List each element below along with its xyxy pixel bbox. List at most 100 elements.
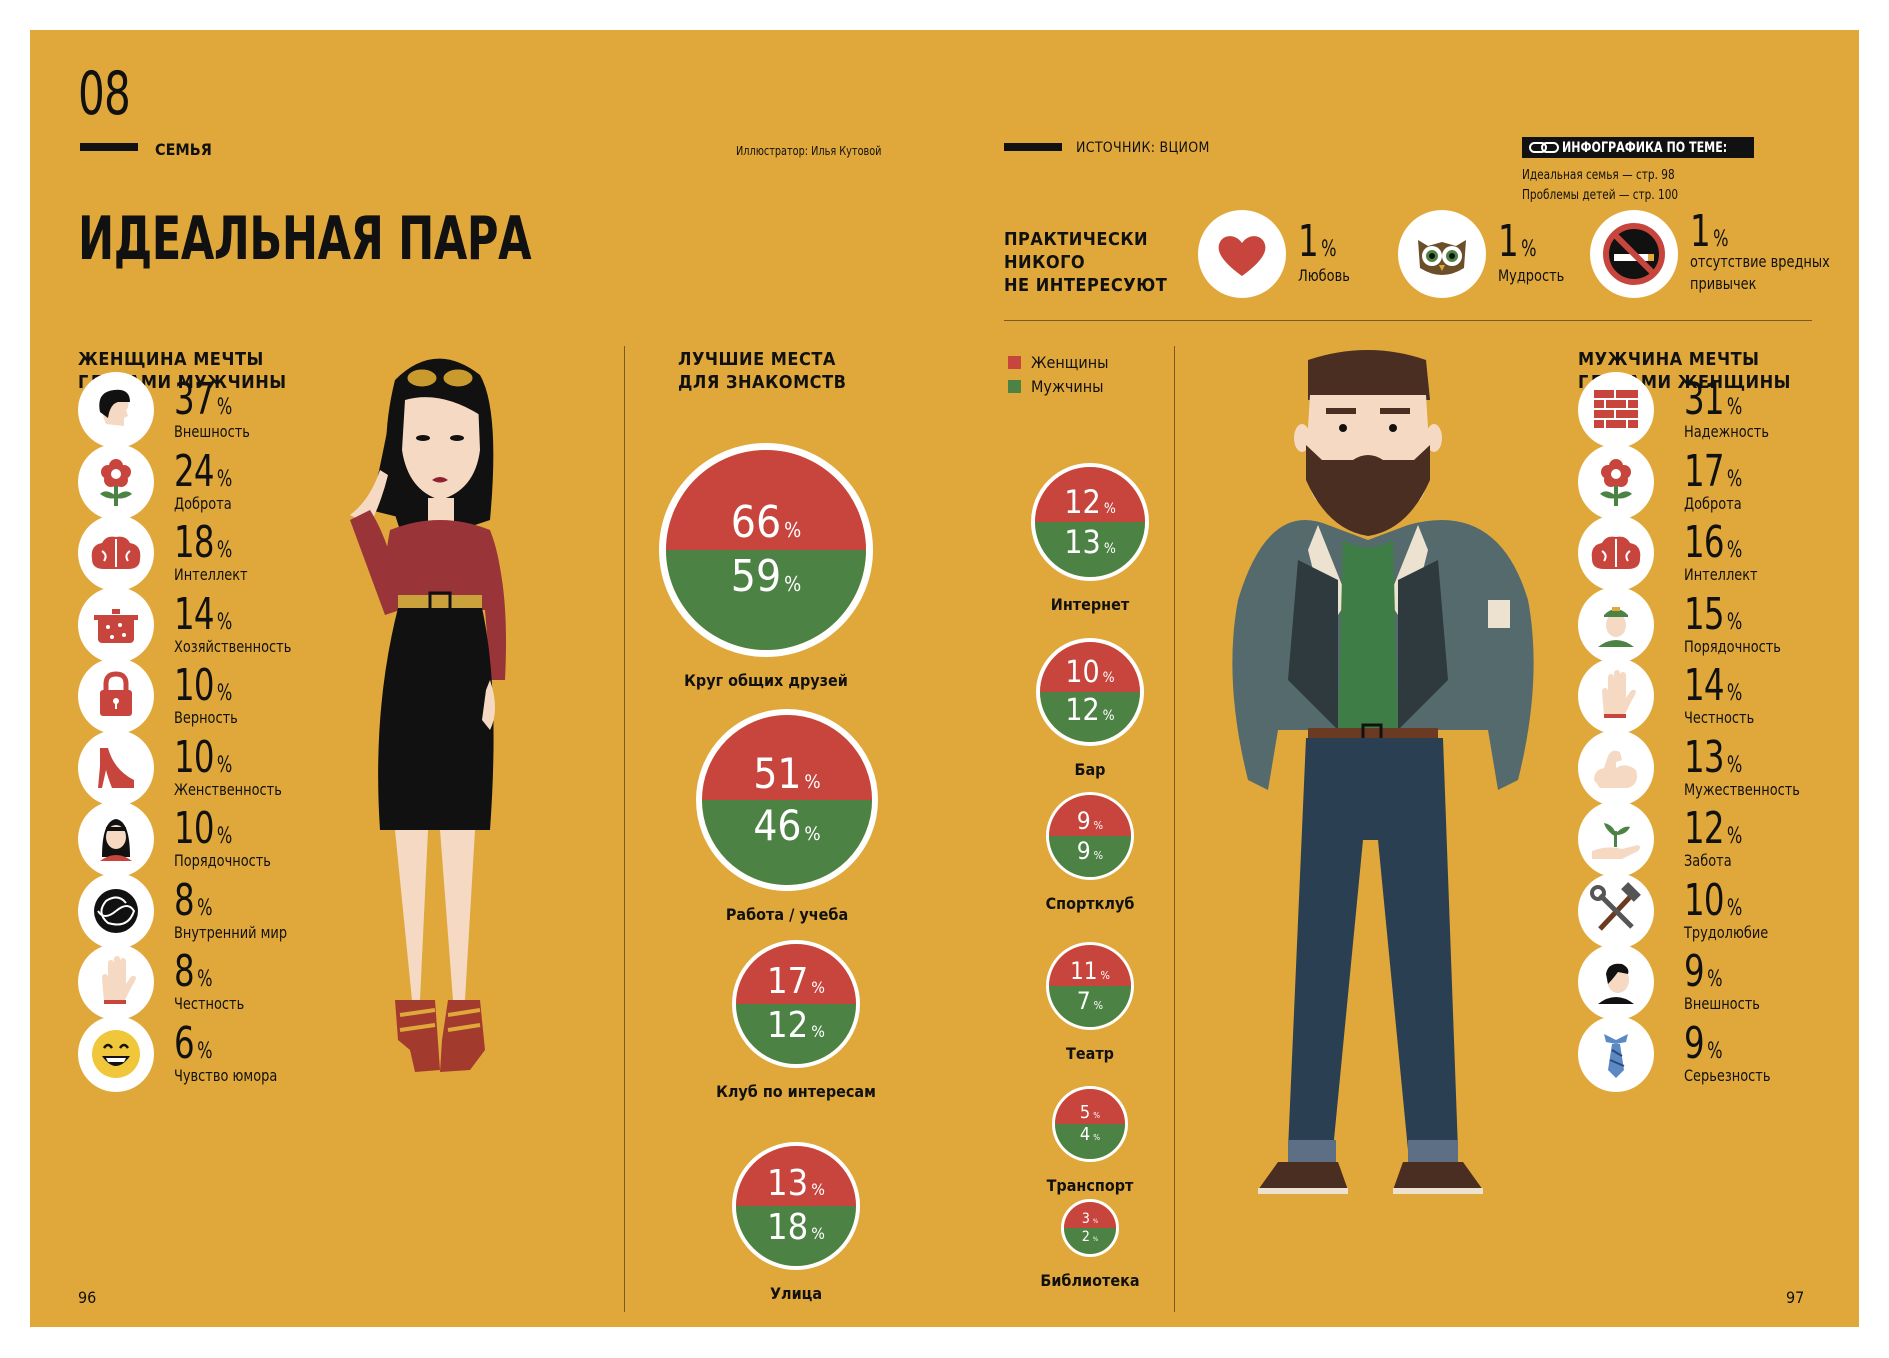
women-segment [1055,1089,1125,1124]
trait-value: 18% [174,517,232,568]
men-value: 9% [1076,837,1104,865]
woman-trait-row: 8% Честность [78,944,398,1022]
women-value: 13% [767,1163,825,1204]
face-profile-icon [78,372,154,448]
place-label: Спортклуб [1045,894,1135,913]
place-label: Театр [1066,1044,1114,1063]
trait-label: Честность [1684,708,1755,727]
trait-value: 31% [1684,374,1742,425]
women-segment [1049,945,1131,986]
infographic-page: 08 СЕМЬЯ Иллюстратор: Илья Кутовой ИСТОЧ… [30,30,1859,1327]
page-title: ИДЕАЛЬНАЯ ПАРА [78,204,532,274]
trait-label: Интеллект [174,565,248,584]
place-chart: 51% 46% [696,709,878,891]
trait-label: Внешность [1684,994,1760,1013]
trait-value: 14% [1684,660,1742,711]
trait-value: 13% [1684,732,1742,783]
men-segment [1040,692,1140,742]
trait-value: 15% [1684,589,1742,640]
man-portrait-icon [1578,944,1654,1020]
women-value: 51% [753,749,821,798]
place-chart: 11% 7% [1046,942,1134,1030]
trait-label: Доброта [1684,494,1742,513]
woman-illustration [340,350,590,1290]
trait-label: Интеллект [1684,565,1758,584]
woman-trait-row: 10% Порядочность [78,801,398,879]
trait-value: 8% [174,946,213,997]
owl-icon [1398,210,1486,298]
brain-icon [1578,515,1654,591]
place-label: Бар [1074,760,1106,779]
women-segment [666,450,866,550]
women-segment [1049,795,1131,836]
women-value: 17% [767,961,825,1002]
flower-icon [1578,444,1654,520]
page-number-right: 97 [1786,1288,1805,1307]
men-segment [1035,522,1145,577]
smiley-icon [78,1016,154,1092]
men-value: 12% [1065,693,1115,728]
related-link-1[interactable]: Идеальная семья — стр. 98 [1522,168,1675,183]
trait-value: 10% [174,803,232,854]
woman-portrait-icon [78,801,154,877]
men-segment [736,1004,856,1064]
men-segment [736,1206,856,1266]
place-label: Работа / учеба [725,905,849,924]
women-segment [1064,1202,1116,1228]
man-trait-row: 31% Надежность [1578,372,1859,450]
man-trait-row: 16% Интеллект [1578,515,1859,593]
place-chart: 3% 2% [1061,1199,1119,1257]
no-interest-wisdom: 1% Мудрость [1398,210,1564,300]
legend-men-swatch [1008,379,1021,393]
biceps-icon [1578,730,1654,806]
women-segment [1035,467,1145,522]
trait-label: Чувство юмора [174,1066,278,1085]
trait-label: Женственность [174,780,282,799]
trait-label: Внешность [174,422,250,441]
women-segment [736,1146,856,1206]
related-title: ИНФОГРАФИКА ПО ТЕМЕ: [1562,140,1728,156]
women-segment [1040,642,1140,692]
men-value: 46% [753,801,821,850]
legend-women: Женщины [1008,350,1108,374]
man-trait-row: 14% Честность [1578,658,1859,736]
place-label: Интернет [1050,595,1130,614]
man-trait-row: 13% Мужественность [1578,730,1859,808]
trait-label: Порядочность [1684,637,1781,656]
top-divider [1004,320,1812,321]
high-heel-icon [78,730,154,806]
brick-wall-icon [1578,372,1654,448]
soldier-portrait-icon [1578,587,1654,663]
place-label: Клуб по интересам [716,1082,876,1101]
place-chart: 13% 18% [732,1142,860,1270]
place-label: Библиотека [1040,1271,1140,1290]
places-heading: ЛУЧШИЕ МЕСТА ДЛЯ ЗНАКОМСТВ [678,349,847,393]
man-trait-row: 15% Порядочность [1578,587,1859,665]
trait-label: Верность [174,708,238,727]
women-value: 12% [1064,483,1116,521]
hand-icon [78,944,154,1020]
trait-label: Трудолюбие [1684,923,1769,942]
place-chart: 9% 9% [1046,792,1134,880]
women-value: 9% [1076,807,1104,835]
men-value: 13% [1064,523,1116,561]
trait-value: 24% [174,446,232,497]
link-icon [1528,140,1560,155]
man-trait-row: 12% Забота [1578,801,1859,879]
tie-icon [1578,1016,1654,1092]
women-value: 5% [1079,1102,1101,1123]
woman-trait-row: 37% Внешность [78,372,398,450]
place-label: Круг общих друзей [684,671,848,690]
no-interest-no-habits: 1% отсутствие вредных привычек [1590,210,1850,310]
place-chart: 66% 59% [659,443,873,657]
women-value: 11% [1070,957,1110,985]
women-value: 10% [1065,655,1115,690]
divider-right [1174,346,1175,1312]
issue-number: 08 [78,59,131,129]
related-box [1522,137,1754,158]
men-segment [1049,986,1131,1027]
man-trait-row: 10% Трудолюбие [1578,873,1859,951]
trait-value: 9% [1684,1018,1723,1069]
men-value: 4% [1079,1124,1101,1145]
related-link-2[interactable]: Проблемы детей — стр. 100 [1522,188,1679,203]
